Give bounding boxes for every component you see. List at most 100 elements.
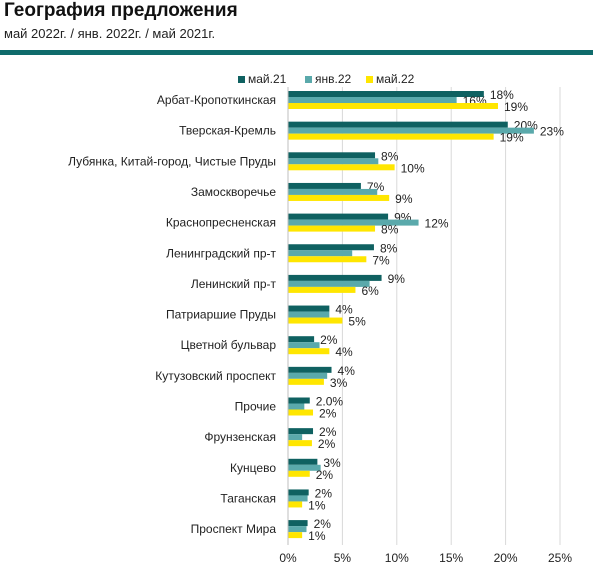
bar — [288, 256, 367, 263]
x-tick-label: 0% — [279, 551, 297, 565]
category-label: Таганская — [220, 491, 276, 505]
bar — [288, 280, 370, 287]
bar — [288, 501, 303, 508]
bar — [288, 91, 484, 97]
data-label: 3% — [323, 456, 341, 470]
bar — [288, 532, 303, 539]
bar — [288, 336, 315, 343]
category-label: Фрунзенская — [204, 430, 276, 444]
data-label: 8% — [380, 241, 398, 255]
bar — [288, 182, 361, 189]
bar — [288, 526, 307, 533]
category-label: Краснопресненская — [166, 216, 276, 230]
bar — [288, 158, 379, 165]
data-label: 5% — [348, 315, 366, 329]
bar — [288, 194, 390, 201]
header-divider — [0, 50, 593, 55]
bar — [288, 250, 353, 257]
bar — [288, 274, 382, 281]
data-label: 2% — [315, 486, 333, 500]
category-label: Патриаршие Пруды — [166, 308, 276, 322]
data-label: 2% — [316, 468, 334, 482]
legend-label: май.21 — [248, 72, 287, 86]
category-label: Ленинградский пр-т — [166, 246, 276, 260]
data-label: 3% — [330, 376, 348, 390]
data-label: 8% — [381, 223, 399, 237]
bar — [288, 397, 310, 404]
x-tick-label: 20% — [494, 551, 518, 565]
bar — [288, 372, 328, 379]
legend-swatch — [305, 76, 312, 83]
bar — [288, 219, 419, 226]
data-label: 1% — [308, 529, 326, 543]
data-label: 6% — [361, 284, 379, 298]
bar — [288, 164, 395, 171]
bar — [288, 464, 321, 471]
data-label: 12% — [425, 217, 449, 231]
data-label: 9% — [395, 192, 413, 206]
x-tick-label: 5% — [334, 551, 352, 565]
data-label: 10% — [401, 161, 425, 175]
bar — [288, 213, 389, 220]
page-title: География предложения — [4, 0, 238, 21]
x-tick-label: 25% — [548, 551, 572, 565]
bar — [288, 225, 376, 232]
bar — [288, 434, 303, 441]
bar — [288, 409, 314, 416]
bar — [288, 103, 498, 109]
data-label: 8% — [381, 149, 399, 163]
category-label: Ленинский пр-т — [191, 277, 277, 291]
bar — [288, 305, 330, 312]
bar — [288, 127, 534, 134]
bar — [288, 520, 308, 527]
x-tick-label: 15% — [439, 551, 463, 565]
data-label: 2% — [320, 333, 338, 347]
data-label: 4% — [335, 303, 353, 317]
data-label: 1% — [308, 498, 326, 512]
data-label: 23% — [540, 125, 564, 139]
data-label: 2% — [319, 407, 337, 421]
category-label: Замоскворечье — [191, 185, 276, 199]
legend-label: янв.22 — [315, 72, 352, 86]
page-subtitle: май 2022г. / янв. 2022г. / май 2021г. — [4, 26, 216, 41]
data-label: 4% — [335, 345, 353, 359]
category-label: Тверская-Кремль — [179, 124, 276, 138]
data-label: 2% — [318, 437, 336, 451]
bar — [288, 458, 318, 465]
bar — [288, 366, 332, 373]
data-label: 4% — [338, 364, 356, 378]
category-label: Кунцево — [230, 461, 276, 475]
bar — [288, 440, 312, 447]
x-tick-label: 10% — [385, 551, 409, 565]
category-label: Кутузовский проспект — [155, 369, 276, 383]
data-label: 2% — [319, 425, 337, 439]
legend-swatch — [366, 76, 373, 83]
category-label: Проспект Мира — [191, 522, 277, 536]
category-label: Арбат-Кропоткинская — [157, 93, 276, 107]
bar — [288, 188, 378, 195]
bar — [288, 286, 356, 293]
data-label: 2.0% — [316, 395, 344, 409]
bar — [288, 97, 457, 103]
bar — [288, 121, 508, 128]
category-label: Цветной бульвар — [181, 338, 277, 352]
bar — [288, 317, 343, 324]
data-label: 2% — [314, 517, 332, 531]
bar — [288, 470, 310, 477]
bar — [288, 489, 309, 496]
data-label: 19% — [504, 100, 528, 114]
bar — [288, 244, 374, 251]
bar — [288, 133, 494, 140]
bar — [288, 152, 376, 159]
bar — [288, 348, 330, 355]
bar — [288, 342, 320, 349]
legend-label: май.22 — [376, 72, 415, 86]
data-label: 7% — [372, 253, 390, 267]
bar — [288, 311, 330, 318]
data-label: 19% — [500, 131, 524, 145]
bar — [288, 428, 314, 435]
category-label: Прочие — [235, 400, 277, 414]
category-label: Лубянка, Китай-город, Чистые Пруды — [68, 154, 276, 168]
legend-swatch — [238, 76, 245, 83]
